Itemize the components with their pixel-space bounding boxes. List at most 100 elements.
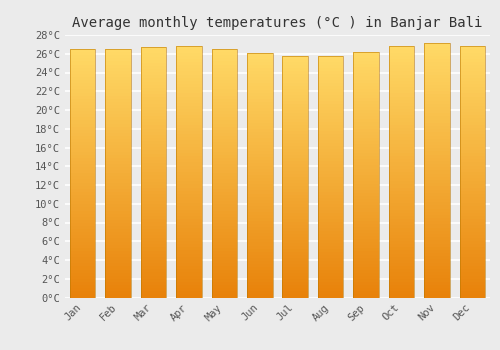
- Bar: [70, 245, 96, 248]
- Bar: [318, 137, 344, 140]
- Bar: [318, 113, 344, 116]
- Bar: [424, 50, 450, 53]
- Bar: [212, 99, 237, 102]
- Bar: [460, 62, 485, 65]
- Bar: [424, 291, 450, 294]
- Bar: [388, 188, 414, 191]
- Bar: [247, 209, 272, 212]
- Bar: [388, 279, 414, 282]
- Bar: [247, 53, 272, 56]
- Bar: [106, 183, 131, 186]
- Bar: [212, 186, 237, 189]
- Bar: [354, 132, 379, 135]
- Bar: [354, 166, 379, 169]
- Bar: [247, 279, 272, 282]
- Bar: [424, 164, 450, 167]
- Bar: [460, 134, 485, 137]
- Bar: [424, 47, 450, 50]
- Bar: [106, 245, 131, 248]
- Bar: [247, 178, 272, 181]
- Bar: [282, 231, 308, 234]
- Bar: [282, 255, 308, 258]
- Bar: [70, 186, 96, 189]
- Bar: [354, 159, 379, 162]
- Bar: [106, 273, 131, 276]
- Bar: [141, 294, 167, 297]
- Bar: [141, 247, 167, 251]
- Bar: [388, 216, 414, 219]
- Bar: [282, 92, 308, 95]
- Bar: [212, 257, 237, 260]
- Bar: [460, 260, 485, 263]
- Bar: [354, 104, 379, 107]
- Bar: [460, 294, 485, 297]
- Bar: [282, 101, 308, 104]
- Bar: [282, 170, 308, 174]
- Bar: [388, 172, 414, 175]
- Bar: [318, 56, 344, 59]
- Bar: [141, 97, 167, 100]
- Bar: [388, 68, 414, 71]
- Bar: [424, 205, 450, 209]
- Bar: [247, 126, 272, 129]
- Bar: [282, 258, 308, 261]
- Bar: [424, 53, 450, 56]
- Bar: [318, 292, 344, 294]
- Bar: [212, 208, 237, 211]
- Bar: [388, 56, 414, 59]
- Bar: [460, 288, 485, 291]
- Bar: [424, 82, 450, 85]
- Bar: [70, 204, 96, 208]
- Bar: [318, 89, 344, 92]
- Bar: [212, 55, 237, 58]
- Bar: [141, 178, 167, 182]
- Bar: [212, 49, 237, 52]
- Bar: [460, 184, 485, 188]
- Bar: [424, 139, 450, 142]
- Bar: [460, 68, 485, 71]
- Bar: [106, 229, 131, 232]
- Bar: [460, 222, 485, 225]
- Bar: [282, 134, 308, 137]
- Bar: [460, 84, 485, 87]
- Bar: [106, 71, 131, 74]
- Bar: [388, 213, 414, 216]
- Bar: [388, 65, 414, 68]
- Bar: [388, 294, 414, 297]
- Bar: [70, 96, 96, 99]
- Bar: [176, 229, 202, 232]
- Bar: [106, 260, 131, 263]
- Bar: [176, 122, 202, 125]
- Bar: [282, 113, 308, 116]
- Bar: [388, 156, 414, 159]
- Bar: [460, 238, 485, 241]
- Bar: [318, 164, 344, 168]
- Bar: [106, 285, 131, 288]
- Bar: [460, 285, 485, 288]
- Bar: [141, 69, 167, 72]
- Bar: [318, 237, 344, 240]
- Bar: [354, 150, 379, 153]
- Bar: [247, 123, 272, 126]
- Bar: [247, 233, 272, 236]
- Bar: [106, 148, 131, 152]
- Bar: [176, 203, 202, 206]
- Bar: [141, 50, 167, 54]
- Bar: [424, 113, 450, 117]
- Bar: [388, 166, 414, 169]
- Bar: [318, 56, 344, 298]
- Bar: [212, 279, 237, 282]
- Bar: [460, 125, 485, 128]
- Bar: [354, 251, 379, 254]
- Bar: [388, 109, 414, 112]
- Bar: [141, 172, 167, 175]
- Bar: [106, 195, 131, 198]
- Bar: [247, 99, 272, 102]
- Bar: [318, 59, 344, 62]
- Bar: [212, 285, 237, 288]
- Bar: [388, 78, 414, 81]
- Bar: [282, 110, 308, 113]
- Bar: [70, 251, 96, 254]
- Bar: [354, 126, 379, 129]
- Bar: [212, 276, 237, 279]
